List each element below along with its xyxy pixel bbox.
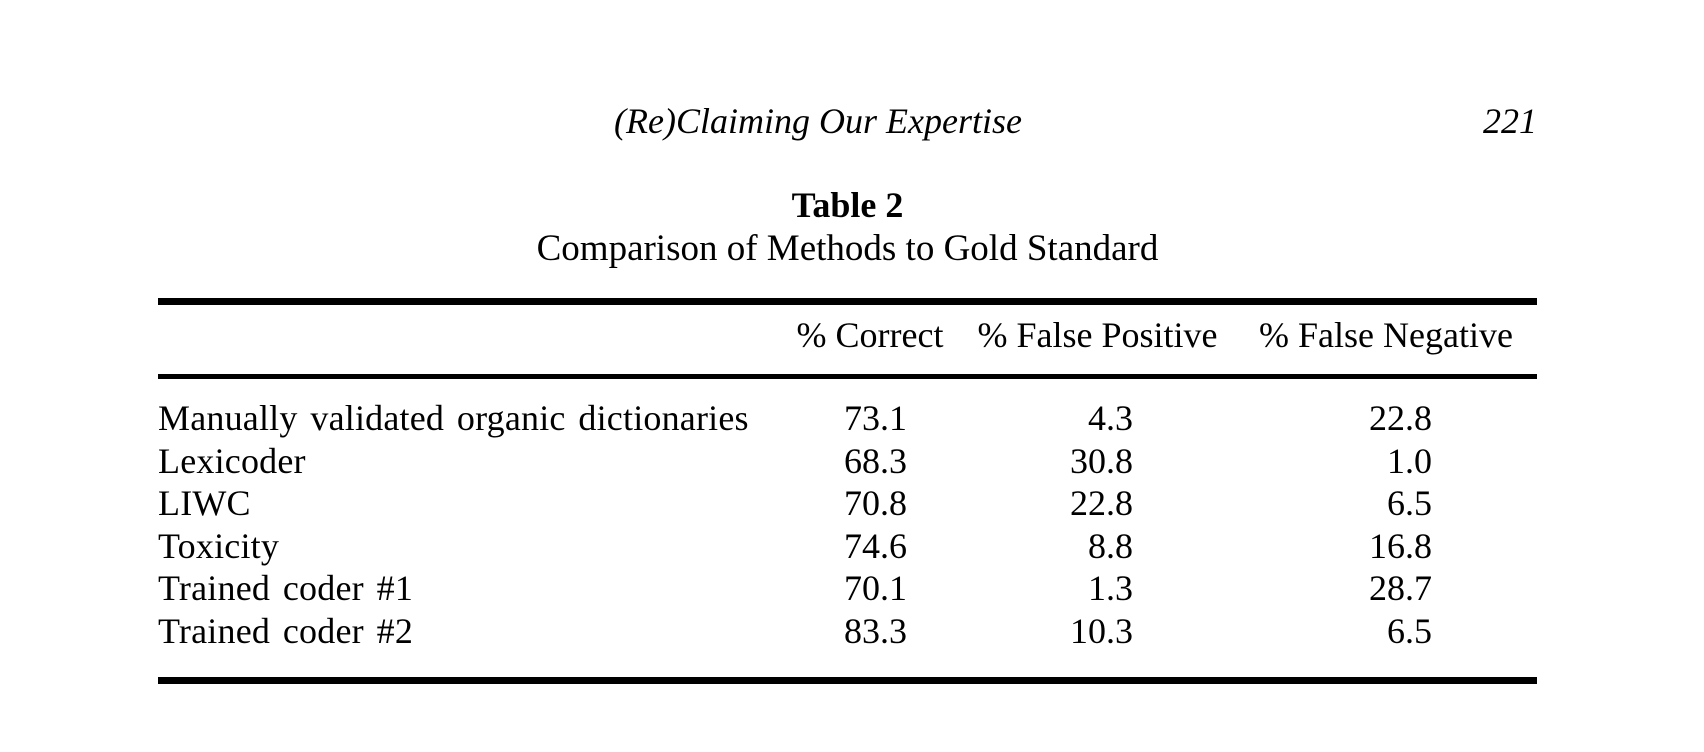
table-row: LIWC 70.8 22.8 6.5 bbox=[158, 482, 1537, 525]
cell-value: 4.3 bbox=[1088, 398, 1133, 438]
row-label: Toxicity bbox=[158, 525, 280, 566]
row-label: Manually validated organic dictionaries bbox=[158, 398, 749, 438]
comparison-table: % Correct % False Positive % False Negat… bbox=[158, 298, 1537, 684]
table-row: Toxicity 74.6 8.8 16.8 bbox=[158, 525, 1537, 568]
column-header-correct: % Correct bbox=[780, 301, 960, 379]
row-label: Lexicoder bbox=[158, 440, 306, 481]
cell-value: 70.8 bbox=[844, 483, 907, 523]
cell-value: 22.8 bbox=[1369, 398, 1432, 438]
table-heading: Table 2 Comparison of Methods to Gold St… bbox=[158, 184, 1537, 270]
cell-value: 10.3 bbox=[1070, 610, 1133, 651]
cell-value: 16.8 bbox=[1369, 525, 1432, 566]
cell-value: 22.8 bbox=[1070, 483, 1133, 523]
page-content: (Re)Claiming Our Expertise 221 Table 2 C… bbox=[158, 0, 1537, 752]
row-label: Trained coder #1 bbox=[158, 568, 414, 608]
column-header-empty bbox=[158, 301, 780, 379]
cell-value: 73.1 bbox=[844, 398, 907, 438]
cell-value: 1.3 bbox=[1088, 568, 1133, 608]
cell-value: 28.7 bbox=[1369, 568, 1432, 608]
page-number: 221 bbox=[1483, 101, 1537, 141]
table-row: Manually validated organic dictionaries … bbox=[158, 377, 1537, 440]
cell-value: 6.5 bbox=[1387, 483, 1432, 523]
cell-value: 74.6 bbox=[844, 525, 907, 566]
running-head-title: (Re)Claiming Our Expertise bbox=[614, 101, 1022, 141]
cell-value: 30.8 bbox=[1070, 440, 1133, 481]
column-header-false-negative: % False Negative bbox=[1235, 301, 1537, 379]
table-row: Trained coder #1 70.1 1.3 28.7 bbox=[158, 567, 1537, 610]
cell-value: 68.3 bbox=[844, 440, 907, 481]
table-row: Trained coder #2 83.3 10.3 6.5 bbox=[158, 610, 1537, 681]
table-header-row: % Correct % False Positive % False Negat… bbox=[158, 301, 1537, 379]
column-header-false-positive: % False Positive bbox=[960, 301, 1235, 379]
row-label: Trained coder #2 bbox=[158, 610, 414, 651]
table-caption: Comparison of Methods to Gold Standard bbox=[536, 228, 1159, 269]
cell-value: 8.8 bbox=[1088, 525, 1133, 566]
running-head: (Re)Claiming Our Expertise 221 bbox=[158, 100, 1537, 143]
cell-value: 70.1 bbox=[844, 568, 907, 608]
cell-value: 6.5 bbox=[1387, 610, 1432, 651]
cell-value: 1.0 bbox=[1387, 440, 1432, 481]
table-row: Lexicoder 68.3 30.8 1.0 bbox=[158, 440, 1537, 483]
table-number-label: Table 2 bbox=[791, 185, 904, 225]
row-label: LIWC bbox=[158, 483, 251, 523]
cell-value: 83.3 bbox=[844, 610, 907, 651]
